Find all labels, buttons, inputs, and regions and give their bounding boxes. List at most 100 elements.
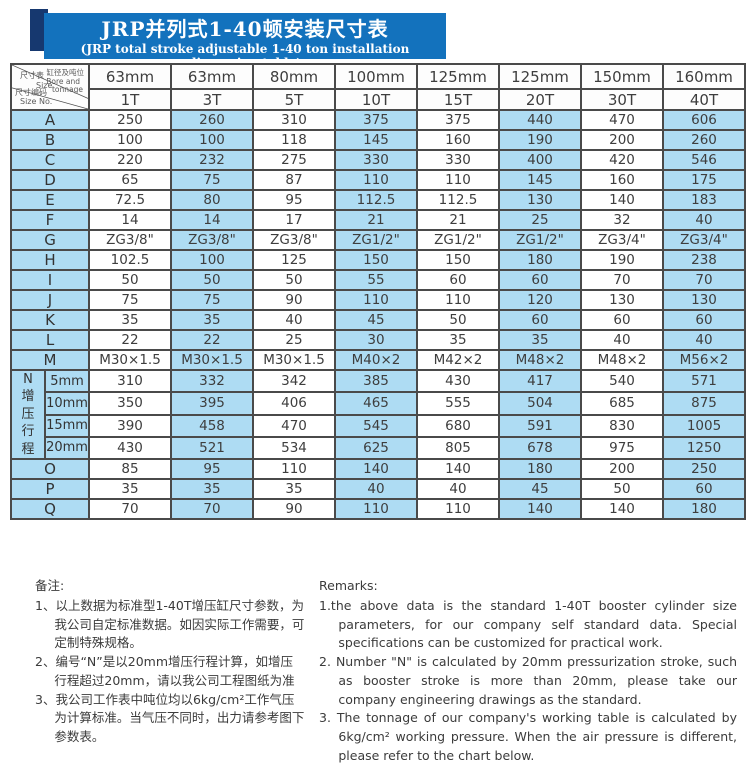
remarks-english: Remarks: 1.the above data is the standar… bbox=[319, 577, 737, 766]
row-label: I bbox=[10, 269, 90, 291]
table-cell: 504 bbox=[498, 391, 582, 416]
table-cell: ZG1/2" bbox=[334, 229, 418, 251]
table-cell: 30 bbox=[334, 329, 418, 351]
banner-ribbon-fold bbox=[30, 9, 48, 51]
table-cell: 1005 bbox=[662, 413, 746, 438]
table-cell: M42×2 bbox=[416, 349, 500, 371]
table-cell: 1250 bbox=[662, 435, 746, 461]
table-cell: M48×2 bbox=[498, 349, 582, 371]
table-cell: 400 bbox=[498, 149, 582, 171]
table-cell: 50 bbox=[88, 269, 172, 291]
table-cell: 40 bbox=[662, 209, 746, 231]
table-cell: 25 bbox=[252, 329, 336, 351]
remarks-en-heading: Remarks: bbox=[319, 578, 378, 593]
table-cell: 200 bbox=[580, 458, 664, 481]
table-cell: M56×2 bbox=[662, 349, 746, 371]
table-row: 20mm 430 521 534 625 805 678 975 1250 bbox=[11, 435, 746, 461]
page-title: JRP并列式1-40顿安装尺寸表 bbox=[101, 17, 389, 41]
table-cell: 55 bbox=[334, 269, 418, 291]
table-cell: 232 bbox=[170, 149, 254, 171]
table-row: D 65 75 87 110 110 145 160 175 bbox=[10, 169, 746, 191]
row-label: M bbox=[10, 349, 90, 371]
table-cell: 150 bbox=[416, 249, 500, 271]
corner-bore-label-en1: Bore and bbox=[46, 77, 80, 86]
table-cell: 14 bbox=[88, 209, 172, 231]
table-cell: ZG3/8" bbox=[252, 229, 336, 251]
table-cell: 175 bbox=[662, 169, 746, 191]
table-cell: ZG3/4" bbox=[662, 229, 746, 251]
table-cell: 521 bbox=[170, 435, 254, 461]
table-cell: M40×2 bbox=[334, 349, 418, 371]
table-cell: 140 bbox=[334, 458, 418, 481]
table-cell: 40 bbox=[416, 478, 500, 501]
table-cell: 150 bbox=[334, 249, 418, 271]
table-cell: 190 bbox=[498, 129, 582, 151]
table-cell: 310 bbox=[88, 368, 172, 394]
table-cell: 975 bbox=[580, 435, 664, 461]
table-cell: 260 bbox=[170, 109, 254, 131]
tonnage-header: 3T bbox=[170, 88, 254, 111]
table-row: L 22 22 25 30 35 35 40 40 bbox=[10, 329, 746, 351]
remarks-section: 备注: 1、以上数据为标准型1-40T增压缸尺寸参数，为我公司自定标准数据。如因… bbox=[35, 577, 737, 766]
stroke-sublabel: 20mm bbox=[44, 435, 90, 461]
table-cell: 250 bbox=[88, 109, 172, 131]
bore-header: 63mm bbox=[170, 63, 254, 90]
bore-header: 160mm bbox=[662, 63, 746, 90]
table-cell: 680 bbox=[416, 413, 500, 438]
table-cell: 112.5 bbox=[416, 189, 500, 211]
table-cell: 160 bbox=[416, 129, 500, 151]
table-cell: 40 bbox=[580, 329, 664, 351]
stroke-sublabel: 10mm bbox=[44, 391, 90, 416]
table-cell: 60 bbox=[662, 309, 746, 331]
table-cell: 830 bbox=[580, 413, 664, 438]
table-cell: 110 bbox=[416, 498, 500, 521]
table-cell: 21 bbox=[334, 209, 418, 231]
table-cell: 14 bbox=[170, 209, 254, 231]
table-cell: 35 bbox=[88, 478, 172, 501]
table-cell: 417 bbox=[498, 368, 582, 394]
table-row: J 75 75 90 110 110 120 130 130 bbox=[10, 289, 746, 311]
bore-header: 63mm bbox=[88, 63, 172, 90]
table-cell: 45 bbox=[334, 309, 418, 331]
table-cell: 35 bbox=[416, 329, 500, 351]
table-cell: 50 bbox=[252, 269, 336, 291]
row-label: P bbox=[10, 478, 90, 501]
table-cell: 125 bbox=[252, 249, 336, 271]
table-row: O 85 95 110 140 140 180 200 250 bbox=[10, 458, 746, 481]
bore-header: 150mm bbox=[580, 63, 664, 90]
table-cell: 45 bbox=[498, 478, 582, 501]
table-cell: 183 bbox=[662, 189, 746, 211]
table-cell: 140 bbox=[498, 498, 582, 521]
table-cell: 458 bbox=[170, 413, 254, 438]
stroke-sublabel: 5mm bbox=[44, 368, 90, 394]
corner-bore-label-zh: 缸径及吨位 bbox=[46, 68, 85, 77]
row-label: O bbox=[10, 458, 90, 481]
table-cell: 22 bbox=[170, 329, 254, 351]
table-cell: 375 bbox=[416, 109, 500, 131]
table-cell: 112.5 bbox=[334, 189, 418, 211]
corner-size-label-en: Size bbox=[36, 81, 53, 90]
table-cell: 130 bbox=[662, 289, 746, 311]
table-row: G ZG3/8" ZG3/8" ZG3/8" ZG1/2" ZG1/2" ZG1/2" ZG3… bbox=[10, 229, 746, 251]
table-cell: 805 bbox=[416, 435, 500, 461]
table-cell: 591 bbox=[498, 413, 582, 438]
table-cell: 625 bbox=[334, 435, 418, 461]
row-label: Q bbox=[10, 498, 90, 521]
corner-size-label-zh: 尺寸表 bbox=[20, 71, 44, 80]
table-cell: 440 bbox=[498, 109, 582, 131]
table-row: I 50 50 50 55 60 60 70 70 bbox=[10, 269, 746, 291]
table-cell: 430 bbox=[88, 435, 172, 461]
table-cell: 40 bbox=[334, 478, 418, 501]
table-cell: 875 bbox=[662, 391, 746, 416]
table-cell: 385 bbox=[334, 368, 418, 394]
table-cell: 100 bbox=[170, 129, 254, 151]
n-group-label-char: 增 bbox=[21, 389, 35, 405]
table-cell: 180 bbox=[498, 249, 582, 271]
corner-bore-label-en2: tonnage bbox=[51, 85, 83, 94]
row-label: K bbox=[10, 309, 90, 331]
table-cell: 110 bbox=[334, 498, 418, 521]
table-cell: 555 bbox=[416, 391, 500, 416]
table-cell: 110 bbox=[416, 289, 500, 311]
table-cell: 118 bbox=[252, 129, 336, 151]
table-cell: 80 bbox=[170, 189, 254, 211]
